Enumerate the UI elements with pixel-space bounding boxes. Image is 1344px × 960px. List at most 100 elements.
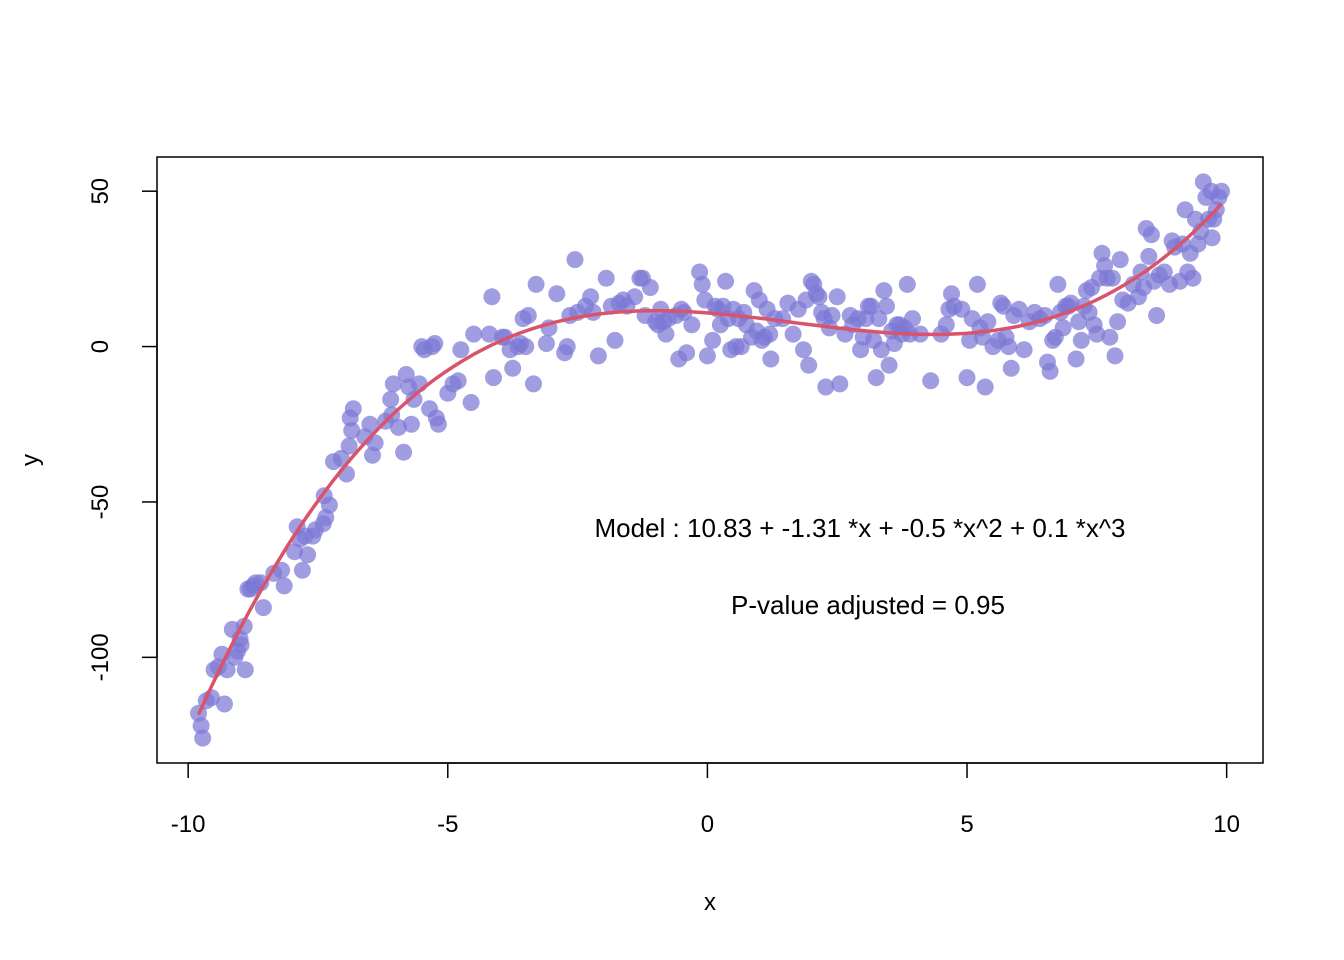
data-point — [1000, 338, 1018, 356]
data-point — [517, 338, 535, 356]
data-point — [1067, 350, 1085, 368]
data-point — [606, 331, 624, 349]
data-point — [582, 288, 600, 306]
data-point — [1072, 331, 1090, 349]
data-point — [898, 275, 916, 293]
y-axis: -100 -50 0 50 — [87, 178, 158, 681]
x-tick-label: 5 — [960, 811, 973, 838]
data-point — [527, 275, 545, 293]
data-point — [867, 369, 885, 387]
data-point — [548, 285, 566, 303]
data-point — [236, 661, 254, 679]
data-point — [1184, 269, 1202, 287]
data-point — [343, 422, 361, 439]
data-point — [299, 546, 317, 564]
data-point — [344, 400, 362, 418]
data-point — [1140, 247, 1158, 265]
data-point — [761, 325, 779, 343]
data-point — [519, 307, 537, 324]
data-point — [1010, 300, 1028, 318]
y-tick-label: 50 — [87, 178, 114, 205]
data-point — [704, 331, 722, 349]
data-point — [504, 359, 522, 377]
data-point — [641, 279, 659, 296]
data-point — [762, 350, 780, 368]
data-point — [904, 310, 921, 328]
data-point — [1213, 182, 1230, 200]
data-point — [1103, 269, 1121, 287]
data-point — [784, 325, 802, 343]
data-point — [273, 561, 291, 579]
data-point — [384, 375, 402, 393]
data-point — [1062, 294, 1080, 312]
data-point — [390, 418, 407, 436]
data-point — [1109, 313, 1127, 331]
data-point — [589, 347, 607, 365]
y-tick-label: -50 — [87, 485, 114, 520]
data-point — [462, 394, 480, 411]
data-point — [922, 372, 940, 390]
data-point — [717, 272, 735, 290]
data-point — [525, 375, 542, 393]
data-point — [1111, 251, 1129, 269]
x-axis-label: x — [704, 889, 716, 916]
data-point — [1002, 359, 1020, 377]
data-point — [979, 313, 997, 331]
data-point — [382, 390, 400, 408]
data-point — [254, 599, 272, 617]
data-point — [1088, 325, 1106, 343]
data-point — [485, 369, 502, 387]
y-axis-label: y — [17, 454, 44, 466]
data-point — [862, 297, 880, 315]
data-point — [1041, 362, 1059, 380]
x-tick-label: 0 — [701, 811, 714, 838]
data-point — [870, 310, 888, 328]
data-point — [483, 288, 501, 306]
data-point — [976, 378, 994, 396]
data-point — [880, 356, 898, 374]
data-point — [402, 415, 420, 433]
x-tick-label: 10 — [1213, 811, 1240, 838]
data-point — [831, 375, 849, 393]
data-point — [597, 269, 615, 287]
data-point — [252, 574, 270, 592]
data-point — [878, 297, 895, 315]
data-point — [232, 636, 250, 654]
data-point — [810, 288, 828, 306]
data-point — [275, 577, 293, 595]
data-point — [194, 729, 212, 747]
data-point — [1106, 347, 1124, 365]
data-point — [452, 341, 470, 359]
data-point — [683, 316, 701, 334]
data-point — [405, 390, 423, 408]
data-point — [823, 307, 841, 324]
data-point — [657, 325, 675, 343]
fit-line — [196, 202, 1223, 716]
data-point — [465, 325, 483, 343]
p-value-annotation: P-value adjusted = 0.95 — [731, 590, 1005, 620]
data-point — [1049, 275, 1067, 293]
data-point — [361, 415, 379, 433]
data-point — [537, 335, 555, 352]
data-point — [1015, 341, 1033, 359]
data-point — [1203, 229, 1221, 247]
data-point — [968, 275, 986, 293]
data-point — [1101, 328, 1119, 346]
data-point — [340, 437, 358, 455]
data-point — [698, 347, 716, 365]
data-point — [937, 316, 955, 334]
data-point — [693, 275, 711, 293]
data-point — [828, 288, 846, 306]
data-point — [678, 344, 696, 362]
data-point — [872, 341, 890, 359]
data-point — [426, 335, 444, 352]
data-point — [1054, 319, 1072, 337]
data-point — [558, 338, 576, 356]
data-point — [795, 341, 812, 359]
y-tick-label: 0 — [87, 340, 114, 353]
data-point — [192, 717, 210, 735]
model-annotation: Model : 10.83 + -1.31 *x + -0.5 *x^2 + 0… — [595, 513, 1126, 543]
y-tick-label: -100 — [87, 633, 114, 681]
data-point — [449, 372, 467, 390]
